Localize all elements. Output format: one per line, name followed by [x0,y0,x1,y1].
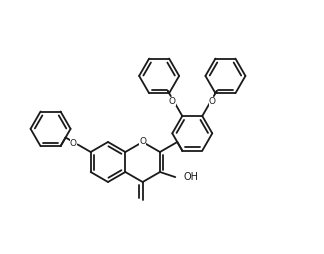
Text: OH: OH [183,172,198,182]
Text: O: O [139,137,146,147]
Text: O: O [70,139,77,148]
Text: O: O [169,97,176,106]
Text: O: O [209,97,216,106]
